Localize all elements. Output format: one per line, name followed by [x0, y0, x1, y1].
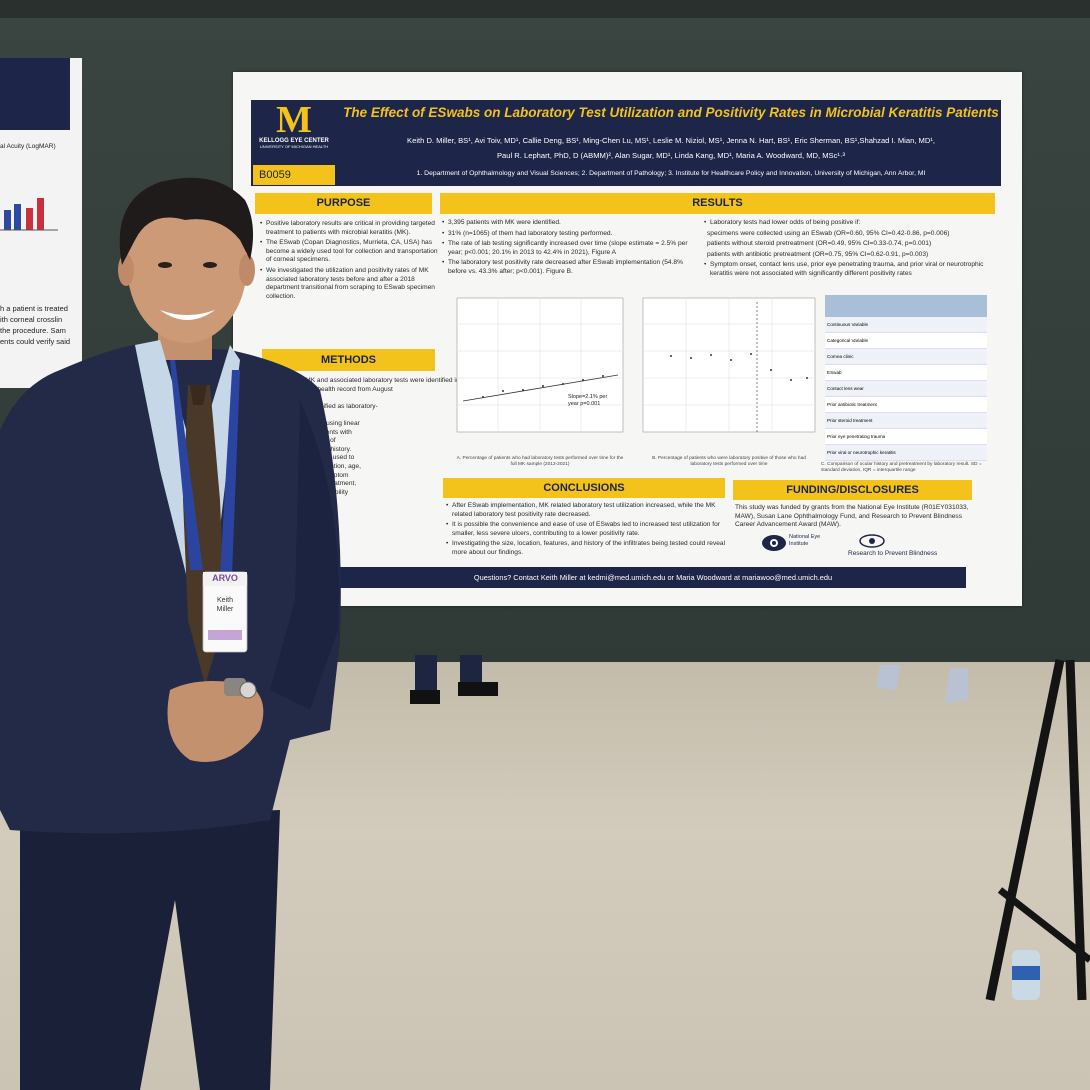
logo-line: UNIVERSITY OF MICHIGAN HEALTH — [259, 144, 329, 149]
bullet: The rate of lab testing significantly in… — [441, 240, 701, 257]
conclusions-text: After ESwab implementation, MK related l… — [445, 502, 730, 560]
table-row: Continuous Variable — [825, 317, 987, 333]
results-bullet: Symptom onset, contact lens use, prior e… — [703, 261, 993, 278]
left-poster: al Acuity (LogMAR) h a patient is treate… — [0, 58, 82, 388]
bullet: We investigated the utilization and posi… — [259, 267, 439, 301]
results-left: 3,395 patients with MK were identified. 3… — [441, 219, 701, 279]
figure-caption: C. Comparison of ocular history and pret… — [821, 462, 982, 473]
sub-item: specimens were collected using an ESwab … — [707, 229, 950, 237]
left-bars — [0, 198, 58, 231]
bullet: Investigating the size, location, featur… — [445, 540, 730, 557]
bullet: Positive laboratory results are critical… — [259, 220, 439, 237]
results-items: specimens were collected using an ESwab … — [703, 230, 993, 260]
table-row: ESwab — [825, 365, 987, 381]
bullet: 31% (n=1065) of them had laboratory test… — [441, 230, 701, 239]
logo: M KELLOGG EYE CENTER UNIVERSITY OF MICHI… — [253, 99, 335, 158]
text-line: h a patient is treated — [0, 304, 68, 313]
table-header — [825, 295, 987, 317]
table-row: Categorical Variable — [825, 333, 987, 349]
section-heading: CONCLUSIONS — [443, 478, 725, 498]
bullet: The laboratory test positivity rate decr… — [441, 259, 701, 276]
bullet: 3,395 patients with MK were identified. — [441, 219, 701, 228]
purpose-text: Positive laboratory results are critical… — [259, 220, 439, 303]
text-line: ith corneal crosslin — [0, 315, 63, 324]
poster-id: B0059 — [253, 165, 335, 185]
bullet: It is possible the convenience and ease … — [445, 521, 730, 538]
logo-letter: M — [276, 99, 312, 141]
table-row: Prior steroid treatment — [825, 413, 987, 429]
section-heading: FUNDING/DISCLOSURES — [733, 480, 972, 500]
header-band — [251, 100, 1001, 186]
text-line: Patients with MK and associated laborato… — [266, 377, 509, 384]
table-row: Prior antibiotic treatment — [825, 397, 987, 413]
affiliations: 1. Department of Ophthalmology and Visua… — [416, 170, 926, 177]
person — [0, 177, 341, 1090]
logo-text: National Eye Institute — [789, 534, 821, 547]
left-axis-label: al Acuity (LogMAR) — [0, 143, 56, 150]
figure-caption: B. Percentage of patients who were labor… — [652, 456, 806, 467]
logo-line: KELLOGG EYE CENTER — [259, 138, 329, 144]
poster: M KELLOGG EYE CENTER UNIVERSITY OF MICHI… — [233, 72, 1022, 606]
section-heading: PURPOSE — [255, 193, 432, 214]
figure-a — [456, 297, 624, 433]
sub-item: patients without steroid pretreatment (O… — [707, 240, 932, 248]
funding-text: This study was funded by grants from the… — [735, 504, 969, 529]
table-c: Continuous Variable Categorical Variable C… — [825, 295, 987, 461]
poster-title: The Effect of ESwabs on Laboratory Test … — [343, 105, 999, 120]
figure-caption: A. Percentage of patients who had labora… — [456, 456, 624, 467]
results-right: Laboratory tests had lower odds of being… — [703, 219, 993, 281]
section-heading: RESULTS — [440, 193, 995, 214]
table-row: Prior viral or neurotrophic keratitis — [825, 445, 987, 461]
text-line: chigan electronic health record from Aug… — [266, 385, 393, 393]
rpb-logo — [859, 534, 885, 548]
results-bullet: Laboratory tests had lower odds of being… — [703, 219, 993, 228]
left-poster-text: h a patient is treated ith corneal crossl… — [0, 303, 70, 347]
bullet: The ESwab (Copan Diagnostics, Murrieta, … — [259, 239, 439, 265]
text-line: the procedure. Sam — [0, 326, 66, 335]
text-line: ents could verify said — [0, 337, 71, 346]
bullet: After ESwab implementation, MK related l… — [445, 502, 730, 519]
figure-b — [642, 297, 816, 433]
badge-event: ARVO — [212, 573, 238, 583]
table-row: Prior eye penetrating trauma — [825, 429, 987, 445]
table-body: Continuous Variable Categorical Variable C… — [825, 317, 987, 461]
authors: Paul R. Lephart, PhD, D (ABMM)², Alan Su… — [496, 151, 846, 160]
nei-logo — [762, 535, 786, 551]
table-row: Contact lens wear — [825, 381, 987, 397]
logo-text: Research to Prevent Blindness — [848, 550, 938, 557]
section-heading: METHODS — [262, 349, 435, 371]
authors: Keith D. Miller, BS¹, Avi Toiv, MD¹, Cal… — [407, 136, 935, 145]
table-row: Cornea clinic — [825, 349, 987, 365]
sub-item: patients with antibiotic pretreatment (O… — [707, 250, 929, 258]
figure-annotation: Slope=2.1% per year p=0.001 — [568, 394, 608, 407]
left-poster-header — [0, 58, 70, 130]
footer: Questions? Contact Keith Miller at kedmi… — [340, 567, 966, 588]
badge-name: Keith — [217, 597, 233, 604]
badge-name: Miller — [216, 606, 234, 613]
